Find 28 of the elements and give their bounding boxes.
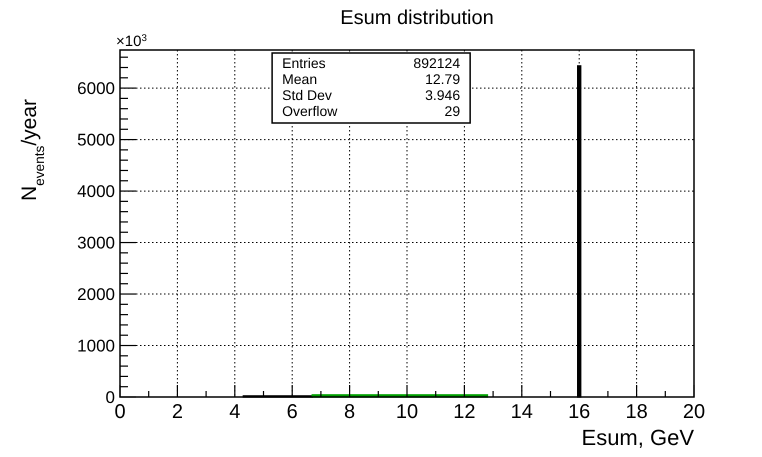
x-tick-label: 16 (568, 401, 590, 423)
x-tick-label: 8 (344, 401, 356, 423)
y-tick-label: 2000 (77, 284, 115, 304)
x-tick-label: 18 (625, 401, 648, 423)
x-tick-label: 4 (229, 401, 240, 423)
annotation: Entries (282, 55, 326, 71)
annotation: 29 (444, 103, 460, 119)
y-tick-label: 0 (106, 388, 115, 407)
annotation: Overflow (282, 103, 338, 119)
x-axis-title: Esum, GeV (582, 425, 694, 450)
annotation: Std Dev (282, 87, 332, 103)
x-tick-label: 6 (286, 401, 298, 423)
x-tick-label: 20 (682, 401, 706, 423)
x-tick-label: 12 (453, 401, 476, 423)
annotation: Mean (282, 71, 318, 87)
x-tick-label: 10 (396, 401, 418, 423)
annotation: 3.946 (425, 87, 460, 103)
chart-title: Esum distribution (340, 7, 494, 29)
x-tick-label: 14 (510, 401, 533, 423)
y-tick-label: 5000 (77, 130, 115, 150)
annotation: 12.79 (425, 71, 460, 87)
text: ×10$^{3}$ (116, 32, 147, 50)
y-tick-label: 4000 (77, 182, 115, 202)
y-tick-label: 1000 (77, 336, 115, 356)
annotation: 892124 (413, 55, 460, 71)
y-tick-label: 6000 (77, 79, 115, 98)
x-tick-label: 2 (172, 401, 183, 423)
y-tick-label: 3000 (77, 234, 115, 252)
